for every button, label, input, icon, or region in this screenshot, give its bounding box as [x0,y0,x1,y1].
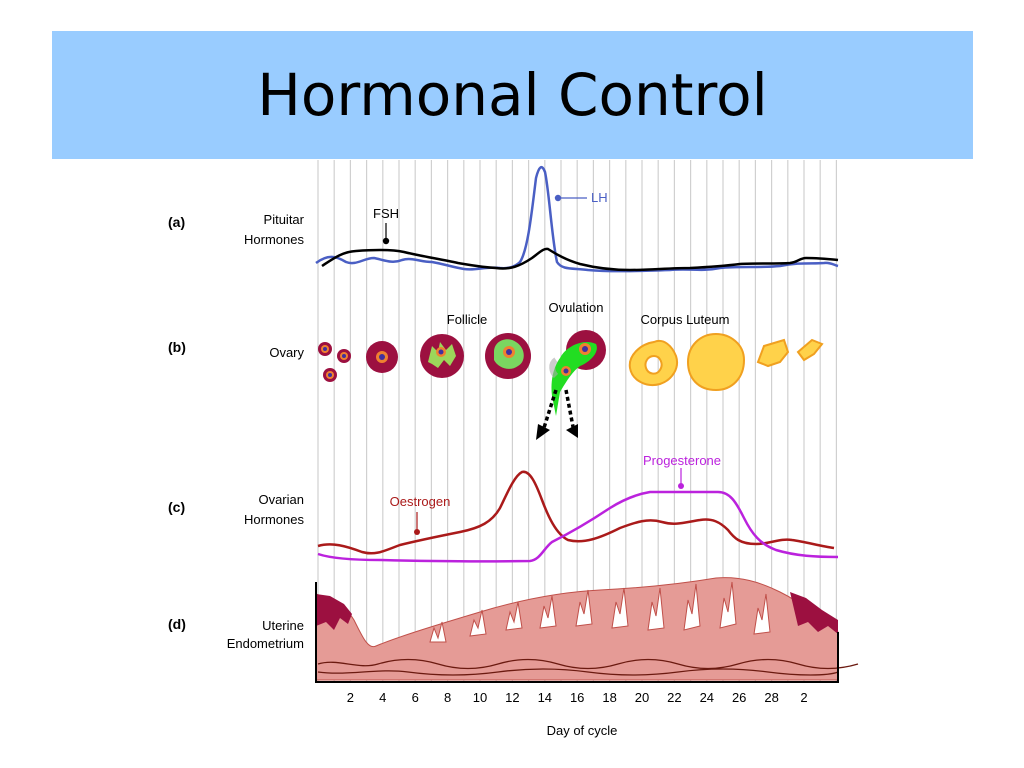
x-tick-label: 2 [347,690,354,705]
x-tick-label: 22 [667,690,681,705]
panel-b-letter: (b) [168,339,186,355]
fsh-label: FSH [373,206,399,221]
basal-vessels [317,658,859,676]
title-bar: Hormonal Control [52,31,973,159]
fsh-curve [321,247,839,272]
x-axis-title: Day of cycle [547,723,618,738]
x-tick-label: 12 [505,690,519,705]
uterine-glands [429,581,771,643]
panel-a-label-1: Pituitar [264,212,305,227]
endometrium-illustration [315,577,859,683]
lh-curve [315,165,839,273]
progesterone-label: Progesterone [643,453,721,468]
menstrual-shedding-right [790,592,838,634]
x-tick-label: 4 [379,690,386,705]
panel-d-label-2: Endometrium [227,636,304,651]
panel-d-label-1: Uterine [262,618,304,633]
ovulating-follicle [536,330,606,440]
panel-a-label-2: Hormones [244,232,304,247]
lh-label: LH [591,190,608,205]
panel-c-letter: (c) [168,499,185,515]
progesterone-pointer-dot [678,483,684,489]
x-tick-label: 14 [538,690,552,705]
panel-a-letter: (a) [168,214,185,230]
x-axis-ticks: 2 4 6 8 10 12 14 16 18 20 22 24 26 28 2 [347,690,808,705]
progesterone-curve [317,490,839,563]
panel-labels: (a) Pituitar Hormones (b) Ovary (c) Ovar… [168,212,305,651]
menstrual-shedding-left [316,594,352,630]
x-tick-label: 26 [732,690,746,705]
corpus-luteum-label: Corpus Luteum [641,312,730,327]
follicle-label: Follicle [447,312,487,327]
oestrogen-label: Oestrogen [390,494,451,509]
x-tick-label: 24 [700,690,714,705]
x-tick-label: 10 [473,690,487,705]
x-tick-label: 2 [800,690,807,705]
x-tick-label: 16 [570,690,584,705]
endometrium-lining [315,577,839,681]
x-tick-label: 28 [764,690,778,705]
oestrogen-curve [317,470,835,555]
ovary-illustration: Follicle Ovulation Corpus Luteum [318,300,824,440]
slide-title: Hormonal Control [257,61,768,129]
antral-follicle [485,333,531,379]
x-tick-label: 20 [635,690,649,705]
primordial-follicles [318,342,351,382]
panel-c-label-1: Ovarian [258,492,304,507]
x-tick-label: 18 [602,690,616,705]
secondary-follicle [420,334,464,378]
oestrogen-pointer-dot [414,529,420,535]
panel-c-label-2: Hormones [244,512,304,527]
panel-b-label-1: Ovary [269,345,304,360]
x-tick-label: 6 [412,690,419,705]
corpus-luteum-stages [628,332,824,392]
x-tick-label: 8 [444,690,451,705]
ovulation-label: Ovulation [549,300,604,315]
fsh-pointer-dot [382,237,390,245]
panel-d-letter: (d) [168,616,186,632]
primary-follicle [366,341,398,373]
endometrium-frame [315,582,839,683]
